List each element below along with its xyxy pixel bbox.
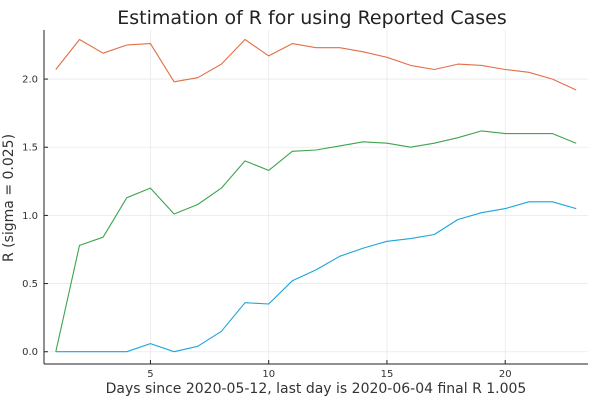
x-tick-label-0: 5 [147, 369, 153, 380]
axes-layer: 5 10 15 20 0.0 0.5 1.0 1.5 2.0 [22, 30, 588, 380]
series-line-1 [55, 130, 577, 352]
y-axis-label: R (sigma = 0.025) [1, 134, 17, 262]
series-layer [55, 38, 577, 353]
x-axis-label: Days since 2020-05-12, last day is 2020-… [106, 381, 527, 397]
chart-title: Estimation of R for using Reported Cases [117, 7, 507, 29]
y-tick-label-0: 0.0 [22, 347, 38, 358]
grid-layer [44, 30, 588, 364]
y-tick-label-2: 1.0 [22, 211, 38, 222]
series-line-0 [55, 38, 577, 91]
x-tick-label-1: 10 [262, 369, 275, 380]
y-tick-label-4: 2.0 [22, 75, 38, 86]
x-tick-label-2: 15 [381, 369, 394, 380]
y-tick-label-1: 0.5 [22, 279, 38, 290]
x-tick-label-3: 20 [499, 369, 512, 380]
series-line-2 [55, 201, 577, 353]
y-tick-label-3: 1.5 [22, 143, 38, 154]
